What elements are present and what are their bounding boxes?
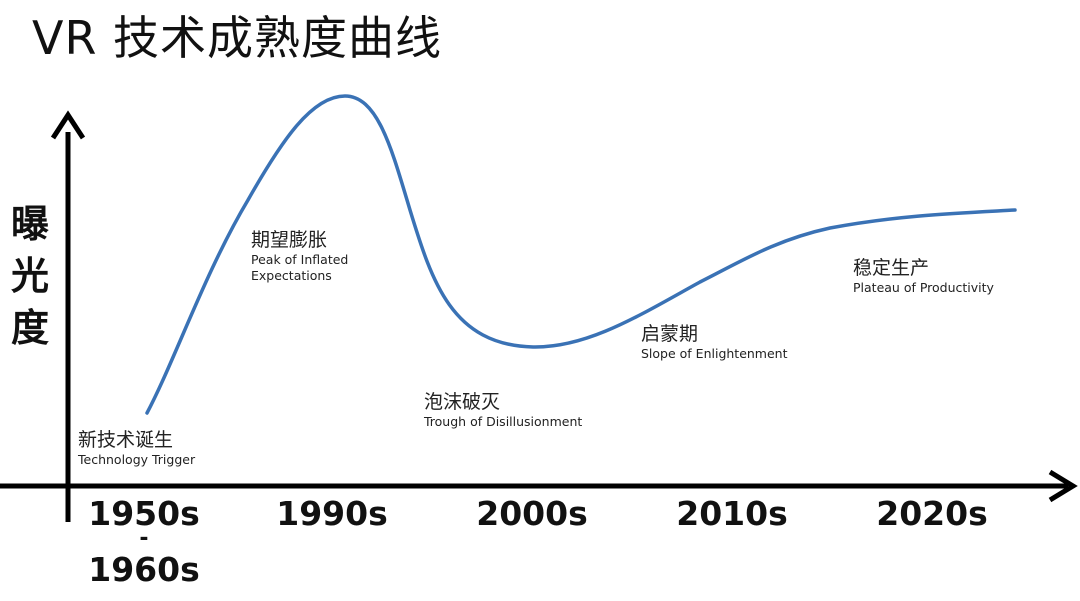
x-tick-label: 2010s xyxy=(662,492,802,536)
phase-name-en: Expectations xyxy=(251,268,332,283)
x-tick-label: 2000s xyxy=(462,492,602,536)
phase-name-en: Slope of Enlightenment xyxy=(641,346,788,361)
phase-label-slope-of-enlightenment: 启蒙期 Slope of Enlightenment xyxy=(641,322,788,362)
x-tick-label: 1950s - 1960s xyxy=(74,492,214,592)
phase-name-en: Technology Trigger xyxy=(78,452,196,467)
x-tick-line: 1950s xyxy=(88,494,200,533)
phase-label-technology-trigger: 新技术诞生 Technology Trigger xyxy=(78,428,195,468)
phase-name-zh: 新技术诞生 xyxy=(78,429,174,451)
y-axis-label: 曝 光 度 xyxy=(6,198,54,354)
phase-label-trough-of-disillusionment: 泡沫破灭 Trough of Disillusionment xyxy=(424,390,582,430)
y-axis-label-char: 度 xyxy=(10,306,49,350)
phase-name-en: Trough of Disillusionment xyxy=(424,414,583,429)
phase-name-zh: 稳定生产 xyxy=(853,257,930,279)
page-title: VR 技术成熟度曲线 xyxy=(32,11,443,65)
x-tick-separator: - xyxy=(139,526,149,551)
x-tick-label: 1990s xyxy=(262,492,402,536)
y-axis-arrowhead xyxy=(50,110,86,140)
phase-name-en: Plateau of Productivity xyxy=(853,280,994,295)
x-tick-label: 2020s xyxy=(862,492,1002,536)
x-tick-line: 2010s xyxy=(676,494,788,533)
x-tick-line: 2000s xyxy=(476,494,588,533)
y-axis-label-char: 光 xyxy=(10,254,49,298)
phase-label-peak-of-inflated-expectations: 期望膨胀 Peak of Inflated Expectations xyxy=(251,228,348,284)
phase-label-plateau-of-productivity: 稳定生产 Plateau of Productivity xyxy=(853,256,994,296)
y-axis-label-char: 曝 xyxy=(10,202,49,246)
x-axis-arrowhead xyxy=(1048,469,1078,503)
phase-name-zh: 期望膨胀 xyxy=(251,229,328,251)
phase-name-zh: 启蒙期 xyxy=(641,323,699,345)
hype-cycle-curve xyxy=(145,94,1017,415)
phase-name-en: Peak of Inflated xyxy=(251,252,349,267)
x-tick-line: 1990s xyxy=(276,494,388,533)
x-tick-line: 2020s xyxy=(876,494,988,533)
phase-name-zh: 泡沫破灭 xyxy=(424,391,501,413)
x-tick-line: 1960s xyxy=(88,550,200,589)
